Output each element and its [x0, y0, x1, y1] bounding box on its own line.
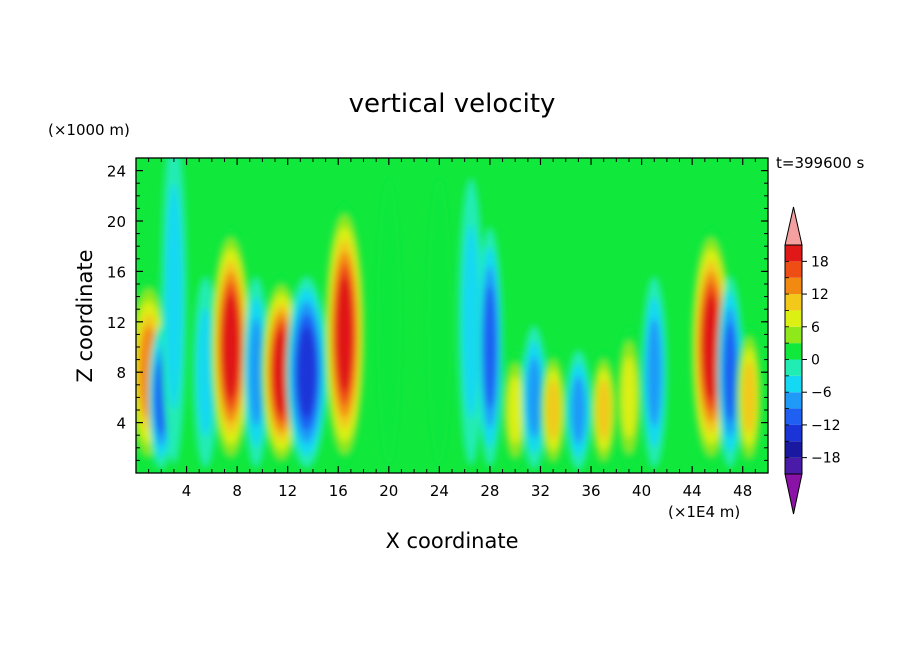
velocity-cell-9 [376, 178, 402, 466]
y-tick-label: 4 [116, 415, 126, 433]
chart-title: vertical velocity [349, 89, 556, 119]
x-tick-label: 12 [278, 482, 297, 500]
colorbar-level-11 [785, 277, 802, 295]
x-axis-ticks: 4 8 12 16 20 24 28 32 36 40 44 48 [148, 158, 756, 500]
velocity-cell-10 [426, 178, 452, 466]
velocity-cell-16 [565, 350, 592, 470]
velocity-cell-11 [458, 178, 484, 466]
velocity-cell-18 [616, 325, 642, 470]
velocity-cell-3 [192, 276, 219, 469]
colorbar-level-10 [785, 294, 802, 311]
colorbar-tick-label: 12 [811, 287, 829, 303]
velocity-cell-4 [210, 227, 251, 467]
y-tick-label: 12 [107, 314, 126, 332]
heatmap-field [136, 158, 768, 473]
colorbar-level-6 [785, 359, 802, 376]
velocity-cell-2 [161, 158, 187, 465]
x-tick-label: 24 [430, 482, 449, 500]
colorbar-tick-label: −18 [811, 451, 841, 467]
colorbar-level-9 [785, 310, 802, 327]
colorbar-level-7 [785, 343, 802, 360]
velocity-cell-15 [540, 350, 566, 470]
x-tick-label: 28 [480, 482, 499, 500]
y-tick-label: 24 [107, 163, 126, 181]
colorbar-under-arrow [784, 473, 803, 515]
time-label: t=399600 s [776, 154, 864, 172]
y-tick-label: 8 [116, 364, 126, 382]
velocity-cell-7 [286, 276, 327, 469]
velocity-cell-12 [477, 227, 503, 467]
colorbar-level-12 [785, 261, 802, 278]
y-axis-ticks: 4 8 12 16 20 24 [107, 163, 768, 461]
x-tick-label: 48 [733, 482, 752, 500]
y-unit-label: (×1000 m) [48, 121, 130, 139]
velocity-cells [136, 158, 762, 470]
colorbar-level-3 [785, 408, 802, 425]
velocity-cell-5 [243, 276, 269, 469]
x-tick-label: 8 [232, 482, 242, 500]
velocity-cell-13 [502, 350, 528, 470]
colorbar-level-4 [785, 392, 802, 409]
x-tick-label: 44 [683, 482, 702, 500]
x-axis-label: X coordinate [385, 529, 518, 553]
colorbar-tick-label: 0 [811, 353, 820, 369]
velocity-cell-21 [717, 276, 743, 469]
y-tick-label: 16 [107, 263, 126, 281]
y-axis-label: Z coordinate [73, 249, 97, 382]
x-tick-label: 20 [379, 482, 398, 500]
colorbar-level-1 [785, 441, 802, 458]
colorbar-tick-label: 18 [811, 254, 829, 270]
colorbar-level-5 [785, 375, 802, 393]
colorbar-level-8 [785, 326, 802, 344]
velocity-cell-22 [736, 325, 762, 470]
y-tick-label: 20 [107, 213, 126, 231]
velocity-cell-17 [591, 350, 617, 470]
x-tick-label: 32 [531, 482, 550, 500]
x-tick-label: 16 [329, 482, 348, 500]
colorbar: 18 12 6 0 −6 −12 −18 [784, 206, 841, 515]
colorbar-level-2 [785, 424, 802, 442]
colorbar-level-0 [785, 457, 802, 475]
colorbar-level-13 [785, 245, 802, 262]
colorbar-tick-label: 6 [811, 320, 820, 336]
x-unit-label: (×1E4 m) [668, 503, 740, 521]
x-tick-label: 36 [581, 482, 600, 500]
colorbar-tick-label: −12 [811, 418, 841, 434]
velocity-cell-8 [324, 202, 365, 467]
colorbar-over-arrow [784, 206, 803, 246]
x-tick-label: 4 [182, 482, 192, 500]
colorbar-tick-label: −6 [811, 385, 832, 401]
velocity-cell-19 [641, 276, 667, 469]
x-tick-label: 40 [632, 482, 651, 500]
velocity-cell-14 [521, 325, 547, 470]
